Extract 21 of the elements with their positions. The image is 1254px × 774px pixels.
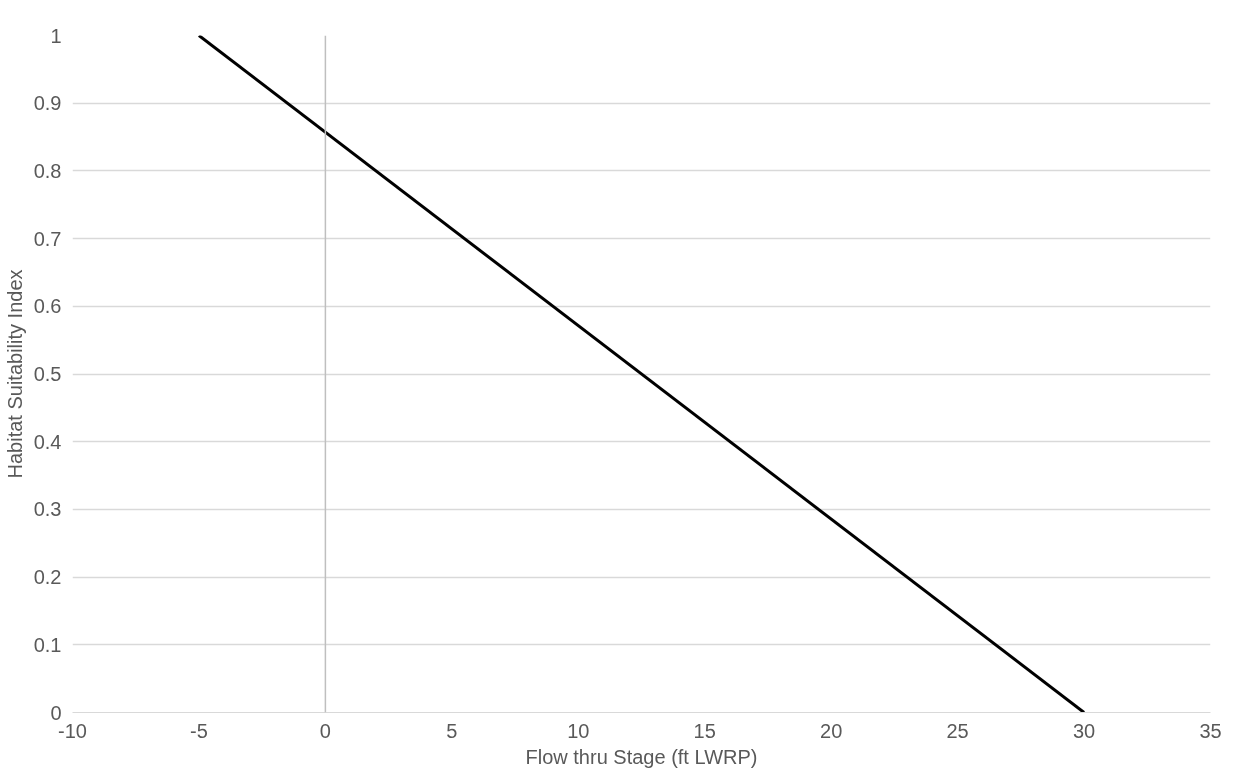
x-axis-title: Flow thru Stage (ft LWRP) <box>525 745 758 768</box>
y-tick-label: 0.5 <box>33 363 62 385</box>
y-axis-title: Habitat Suitability Index <box>3 269 26 479</box>
x-tick-label: 30 <box>1072 719 1096 742</box>
y-tick-label: 1 <box>50 24 62 47</box>
x-tick-label: 0 <box>319 719 331 742</box>
y-tick-label: 0.2 <box>33 566 62 589</box>
y-tick-label: 0.7 <box>33 227 62 250</box>
x-tick-label: 5 <box>446 719 458 742</box>
x-tick-label: -5 <box>190 719 208 742</box>
x-tick-label: 20 <box>820 719 843 742</box>
y-tick-label: 0.3 <box>33 498 62 521</box>
x-tick-label: 15 <box>693 719 716 742</box>
y-tick-label: 0.4 <box>33 430 62 453</box>
y-tick-label: 0.6 <box>33 295 62 318</box>
y-tick-label: 0.1 <box>33 633 62 656</box>
x-tick-label: 35 <box>1199 719 1222 742</box>
y-tick-label: 0.8 <box>33 159 62 182</box>
x-tick-label: 10 <box>567 719 590 742</box>
y-tick-label: 0.9 <box>33 92 62 115</box>
x-tick-label: 25 <box>946 719 969 742</box>
